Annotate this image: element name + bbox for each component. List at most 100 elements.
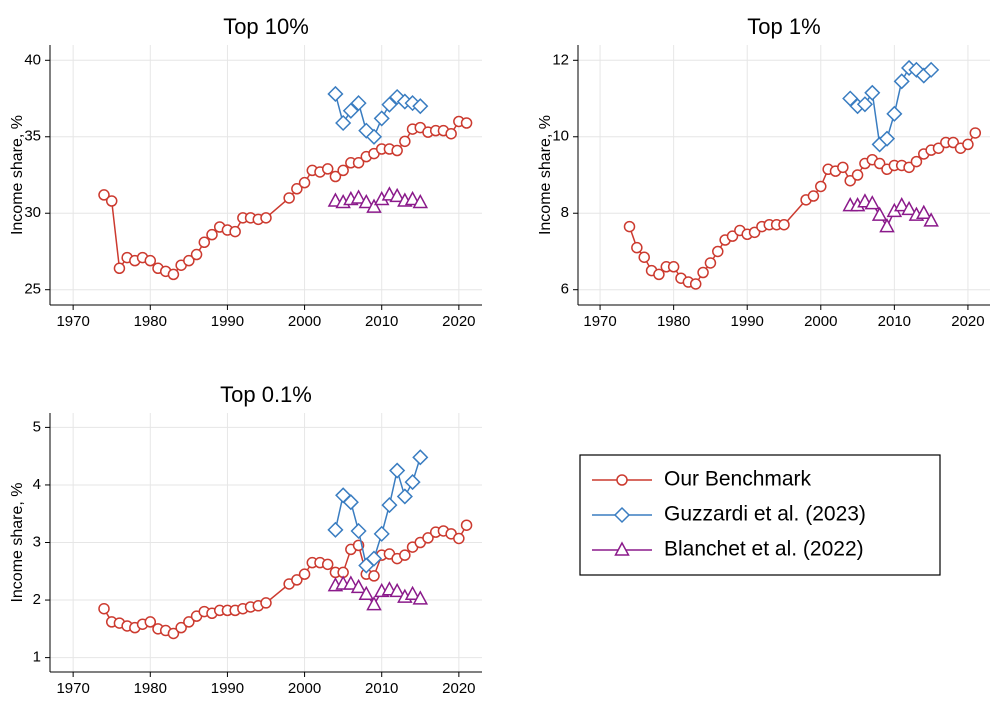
y-tick-label: 8 [561,204,569,221]
marker-circle [391,144,403,157]
marker-circle [329,170,342,183]
marker-circle [638,251,650,263]
marker-diamond [412,449,429,466]
marker-triangle [343,575,359,590]
marker-circle [175,621,187,634]
marker-circle [298,568,311,580]
x-tick-label: 1970 [583,313,616,330]
marker-circle [198,236,211,249]
x-tick-label: 1980 [134,313,167,330]
y-tick-label: 25 [24,281,41,298]
marker-triangle [366,596,382,611]
marker-circle [260,212,272,224]
y-tick-label: 3 [33,533,41,550]
marker-circle [712,245,724,258]
x-tick-label: 2010 [365,680,398,697]
marker-circle [144,616,157,628]
marker-triangle [916,204,932,219]
y-tick-label: 5 [33,418,41,435]
marker-diamond [365,550,383,567]
marker-triangle [864,195,881,210]
marker-circle [183,254,195,267]
marker-circle [726,230,739,242]
marker-triangle [366,198,382,213]
x-tick-label: 1990 [731,313,764,330]
marker-diamond [350,522,367,540]
marker-circle [631,241,643,254]
marker-circle [167,627,180,640]
x-tick-label: 2000 [288,313,321,330]
marker-circle [229,225,241,238]
marker-triangle [412,590,429,605]
x-tick-label: 2020 [951,313,984,330]
marker-circle [962,138,974,151]
legend-label: Our Benchmark [664,468,812,491]
marker-triangle [879,218,895,233]
marker-circle [105,195,118,207]
chart-title: Top 10% [223,14,309,39]
x-tick-label: 2020 [442,313,475,330]
marker-circle [321,163,334,175]
marker-diamond [412,98,429,115]
marker-circle [815,180,827,193]
marker-circle [260,597,272,609]
marker-triangle [871,206,888,221]
marker-triangle [923,212,939,227]
marker-circle [399,135,411,148]
marker-diamond [923,61,940,78]
marker-circle [98,189,110,201]
marker-diamond [864,84,881,101]
marker-circle [167,268,180,281]
y-tick-label: 40 [24,51,41,68]
marker-diamond [381,497,398,514]
legend-label: Blanchet et al. (2022) [664,538,864,561]
marker-circle [291,183,303,195]
marker-triangle [350,189,367,204]
marker-diamond [342,494,359,511]
legend-label: Guzzardi et al. (2023) [664,503,866,526]
y-axis-label: Income share, % [537,115,554,235]
marker-circle [422,532,434,544]
marker-circle [704,257,717,269]
marker-circle [903,161,915,174]
marker-circle [183,616,195,628]
marker-diamond [886,105,903,122]
x-tick-label: 1970 [56,680,89,697]
marker-circle [368,570,380,582]
marker-diamond [335,114,352,132]
x-tick-label: 1980 [134,680,167,697]
x-tick-label: 2000 [804,313,837,330]
y-axis-label: Income share, % [9,482,26,602]
y-tick-label: 35 [24,128,41,145]
marker-triangle [901,200,917,216]
marker-diamond [373,110,390,127]
marker-diamond [404,474,421,491]
x-tick-label: 1980 [657,313,690,330]
marker-circle [932,142,945,154]
marker-circle [399,549,411,561]
marker-circle [667,261,680,273]
chart-title: Top 1% [747,14,820,39]
marker-circle [190,248,203,261]
marker-circle [453,532,465,545]
marker-diamond [381,96,398,113]
y-tick-label: 10 [552,128,569,145]
marker-circle [844,174,856,187]
y-axis-label: Income share, % [9,115,26,235]
marker-triangle [404,585,421,601]
marker-diamond [389,462,406,479]
x-tick-label: 2020 [442,680,475,697]
marker-circle [321,558,334,571]
marker-diamond [373,525,390,542]
y-tick-label: 6 [561,281,569,298]
marker-circle [873,157,886,170]
marker-triangle [389,187,405,203]
marker-circle [98,602,110,615]
marker-triangle [358,585,375,601]
marker-circle [206,228,218,241]
marker-circle [653,268,665,281]
marker-circle [352,157,365,169]
marker-triangle [412,193,429,209]
marker-diamond [342,102,359,119]
marker-circle [969,127,982,139]
